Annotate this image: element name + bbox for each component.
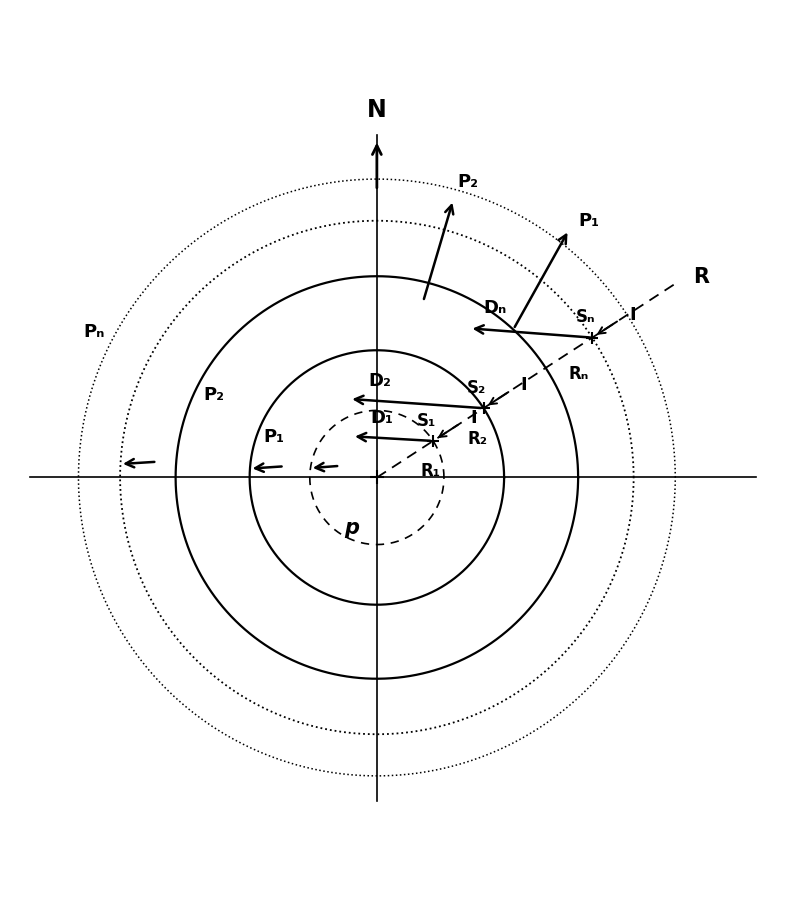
Text: S₁: S₁ <box>416 411 435 429</box>
Text: I: I <box>470 409 477 426</box>
Text: I: I <box>629 305 636 323</box>
Text: P₁: P₁ <box>578 212 599 230</box>
Text: S₂: S₂ <box>466 379 486 396</box>
Text: p: p <box>345 517 359 538</box>
Text: Rₙ: Rₙ <box>569 364 589 382</box>
Text: R₂: R₂ <box>468 429 488 448</box>
Text: Pₙ: Pₙ <box>83 323 105 341</box>
Text: P₂: P₂ <box>458 173 479 191</box>
Text: P₂: P₂ <box>203 385 224 403</box>
Text: R: R <box>694 267 710 287</box>
Text: Sₙ: Sₙ <box>575 308 595 326</box>
Text: Dₙ: Dₙ <box>483 299 506 317</box>
Text: R₁: R₁ <box>420 462 440 480</box>
Text: D₂: D₂ <box>368 371 390 390</box>
Text: P₁: P₁ <box>263 427 285 445</box>
Text: I: I <box>521 376 527 394</box>
Text: N: N <box>367 98 386 122</box>
Text: D₁: D₁ <box>370 409 394 427</box>
